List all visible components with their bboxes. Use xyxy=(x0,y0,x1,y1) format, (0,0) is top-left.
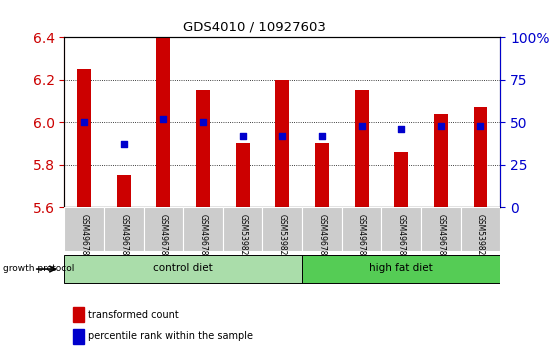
Bar xyxy=(421,207,461,251)
Text: GSM496786: GSM496786 xyxy=(397,214,406,260)
Point xyxy=(238,133,247,138)
Bar xyxy=(183,207,223,251)
Bar xyxy=(354,90,368,207)
Point xyxy=(278,133,287,138)
Point xyxy=(119,141,128,147)
Bar xyxy=(144,207,183,251)
Point xyxy=(357,123,366,129)
Bar xyxy=(394,152,408,207)
Point xyxy=(397,126,406,132)
Text: high fat diet: high fat diet xyxy=(369,263,433,273)
Text: GSM496785: GSM496785 xyxy=(357,214,366,260)
Text: control diet: control diet xyxy=(153,263,213,273)
Text: GSM496787: GSM496787 xyxy=(437,214,446,260)
Text: transformed count: transformed count xyxy=(88,310,179,320)
Bar xyxy=(381,207,421,251)
Text: GSM496780: GSM496780 xyxy=(79,214,89,260)
Point xyxy=(437,123,446,129)
Bar xyxy=(276,80,289,207)
Point xyxy=(159,116,168,121)
Bar xyxy=(73,329,84,343)
Bar xyxy=(196,90,210,207)
Text: GSM539824: GSM539824 xyxy=(278,214,287,260)
Text: GSM496784: GSM496784 xyxy=(318,214,326,260)
Bar xyxy=(117,175,131,207)
Text: GSM539825: GSM539825 xyxy=(476,214,485,260)
Bar xyxy=(263,207,302,251)
Text: GSM496783: GSM496783 xyxy=(198,214,207,260)
Text: GSM539823: GSM539823 xyxy=(238,214,247,260)
Bar xyxy=(223,207,263,251)
Text: GDS4010 / 10927603: GDS4010 / 10927603 xyxy=(183,21,326,34)
Bar xyxy=(104,207,144,251)
Bar xyxy=(64,207,104,251)
Bar xyxy=(461,207,500,251)
Bar xyxy=(64,255,302,283)
Point xyxy=(198,119,207,125)
Bar xyxy=(236,143,249,207)
Bar xyxy=(434,114,448,207)
Text: percentile rank within the sample: percentile rank within the sample xyxy=(88,331,253,341)
Point xyxy=(318,133,326,138)
Bar xyxy=(342,207,381,251)
Text: GSM496781: GSM496781 xyxy=(119,214,128,260)
Bar xyxy=(157,37,170,207)
Bar xyxy=(302,255,500,283)
Point xyxy=(79,119,88,125)
Text: GSM496782: GSM496782 xyxy=(159,214,168,260)
Bar xyxy=(73,307,84,322)
Bar xyxy=(315,143,329,207)
Bar xyxy=(473,107,487,207)
Bar xyxy=(77,69,91,207)
Text: growth protocol: growth protocol xyxy=(3,264,74,273)
Point xyxy=(476,123,485,129)
Bar xyxy=(302,207,342,251)
